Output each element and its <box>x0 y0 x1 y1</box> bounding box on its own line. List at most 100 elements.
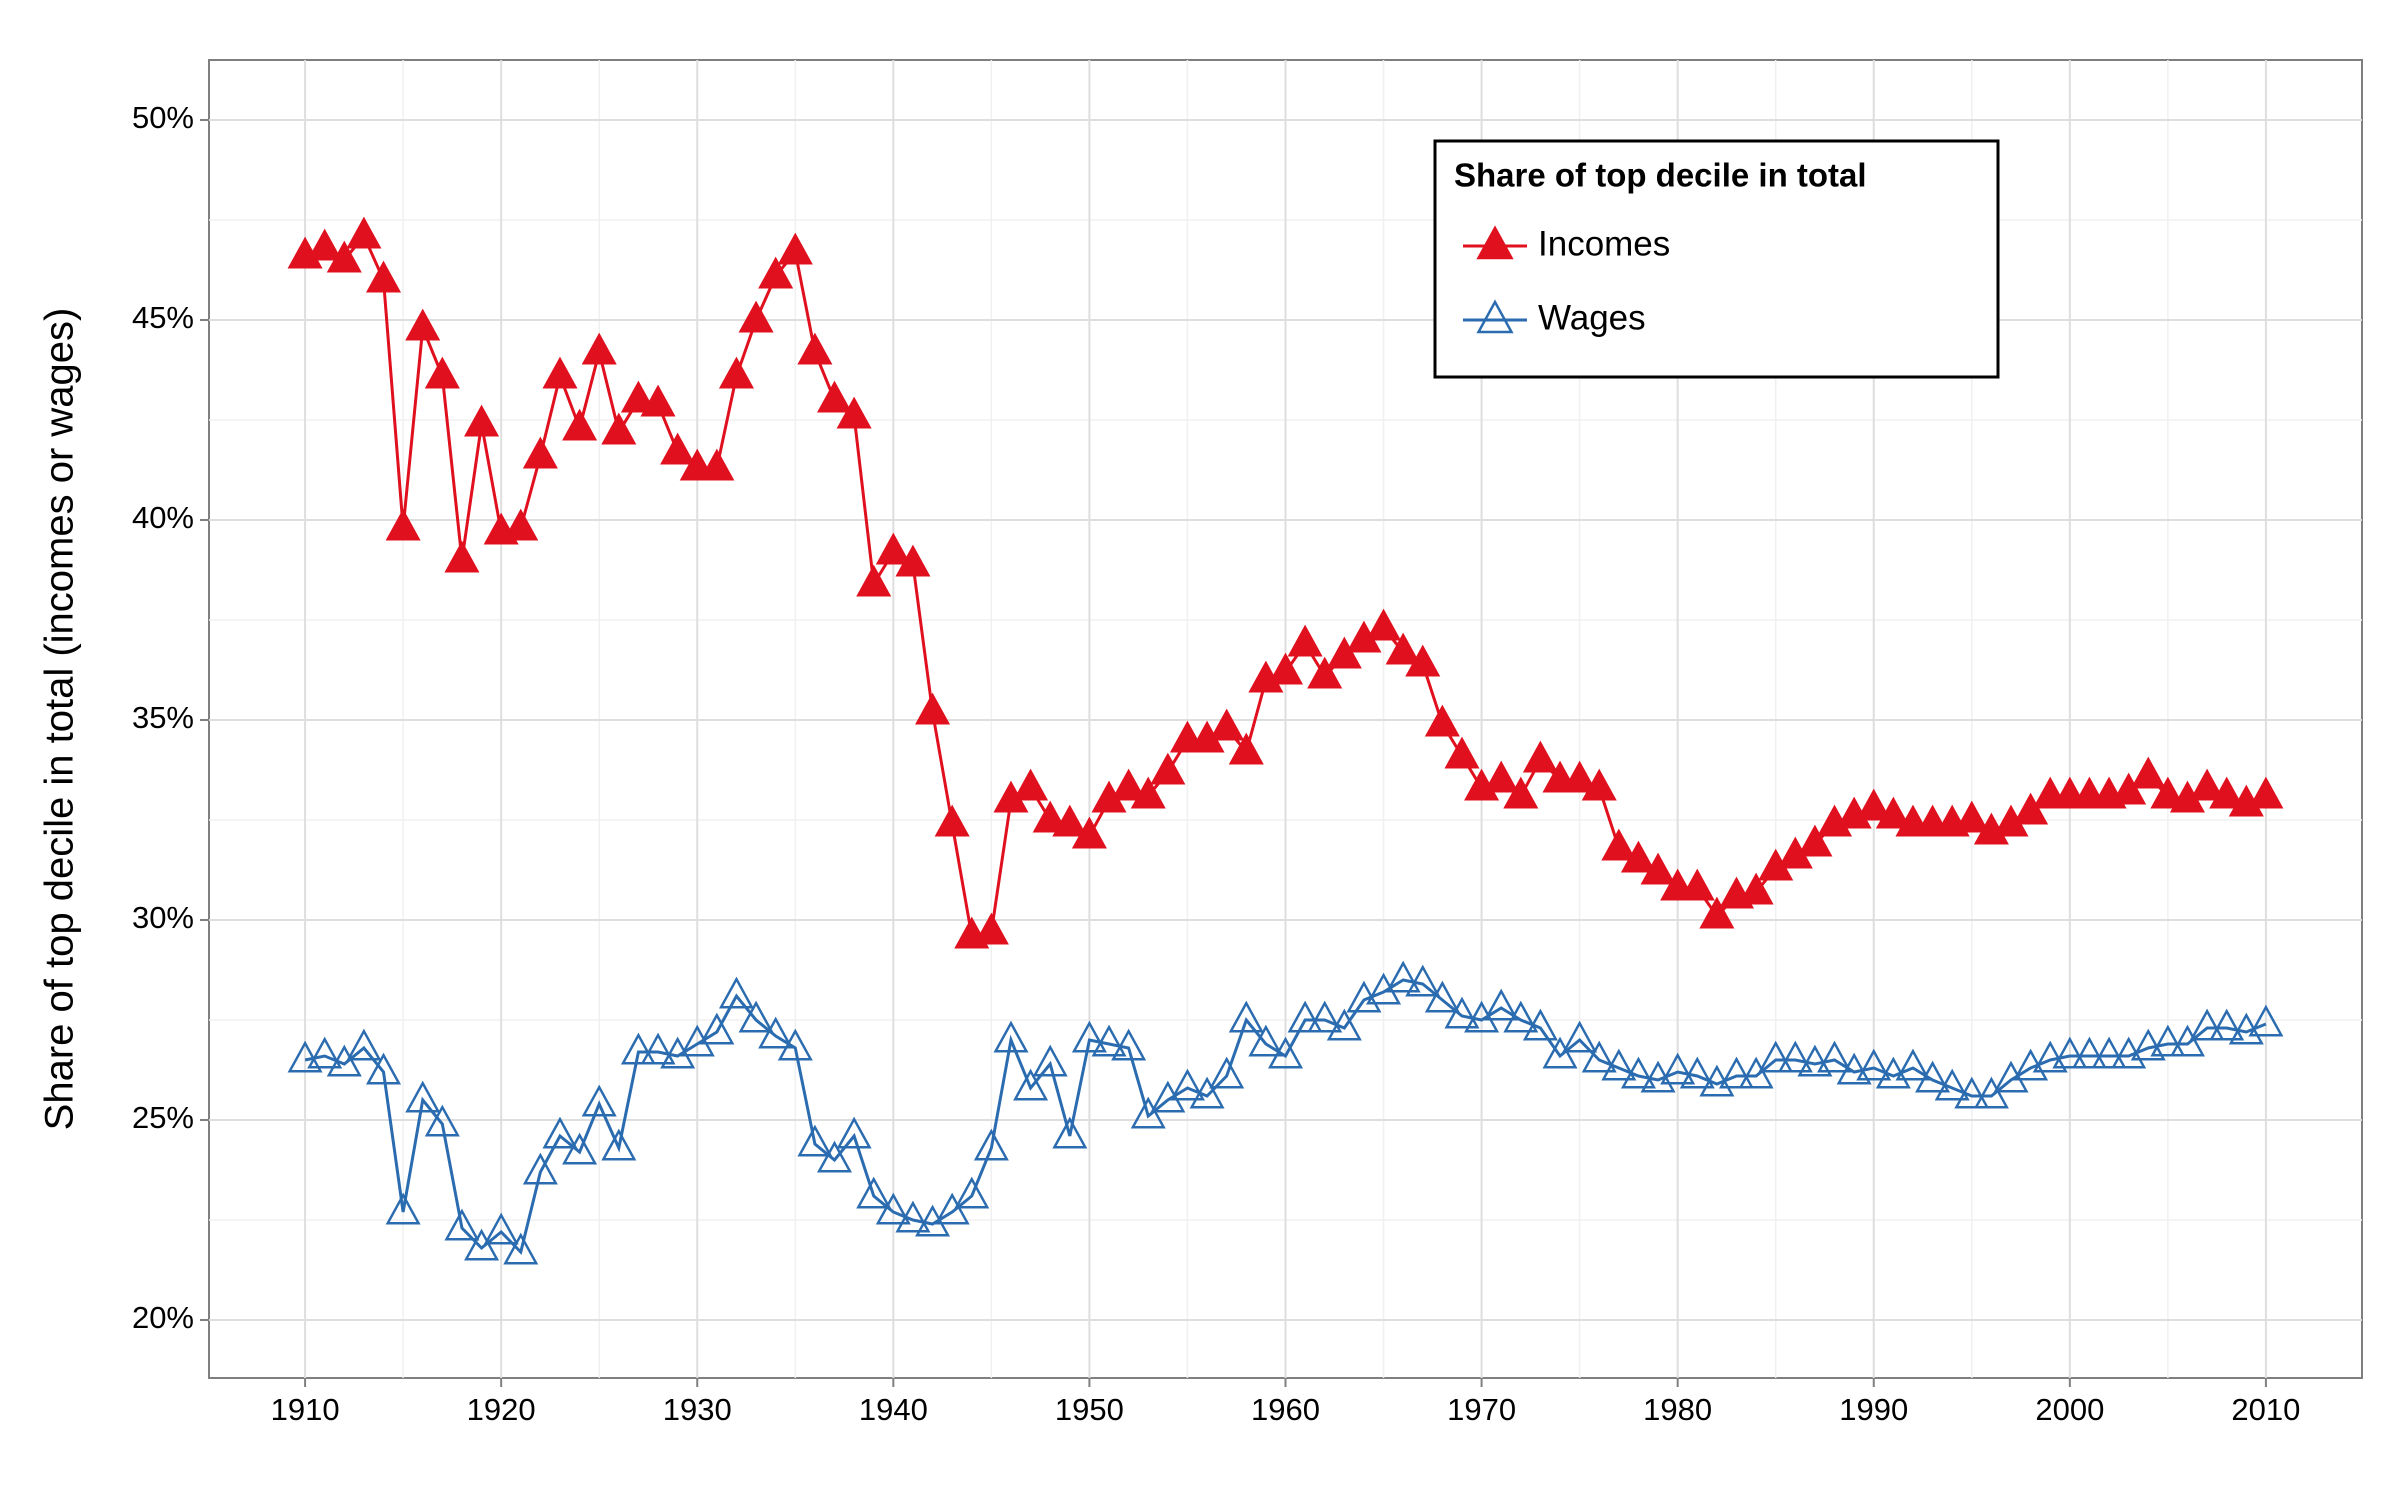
data-point <box>1817 1040 1853 1073</box>
data-point <box>895 544 931 577</box>
y-tick-label: 30% <box>132 900 194 935</box>
grid <box>209 60 2362 1378</box>
x-tick-label: 1980 <box>1643 1392 1712 1427</box>
data-point <box>1326 636 1362 669</box>
data-point <box>1993 1060 2029 1093</box>
y-tick-label: 40% <box>132 500 194 535</box>
data-point <box>366 1052 402 1085</box>
data-point <box>1503 776 1539 809</box>
data-point <box>1973 1076 2009 1109</box>
data-point <box>836 1116 872 1149</box>
series <box>287 216 2284 949</box>
data-point <box>816 380 853 413</box>
data-point <box>1013 1068 1049 1101</box>
data-point <box>1366 608 1402 641</box>
data-point <box>2130 756 2166 789</box>
legend: Share of top decile in total Incomes Wages <box>1433 139 2000 379</box>
data-point <box>1052 1116 1088 1149</box>
data-point <box>1464 1000 1500 1033</box>
data-point <box>1875 796 1911 829</box>
legend-marker <box>1476 299 1514 334</box>
data-point <box>1267 652 1304 685</box>
data-point <box>1640 852 1676 885</box>
data-point <box>895 1200 931 1233</box>
data-point <box>346 216 382 249</box>
series-layer <box>287 216 2284 1265</box>
y-tick-label: 45% <box>132 300 194 335</box>
data-point <box>777 232 813 265</box>
data-point <box>2032 1040 2068 1073</box>
data-point <box>1189 1076 1225 1109</box>
data-point <box>1797 824 1833 857</box>
data-point <box>1307 656 1343 689</box>
data-point <box>562 1132 598 1165</box>
data-point <box>1620 1056 1656 1089</box>
data-point <box>562 408 598 441</box>
data-point <box>2189 768 2225 801</box>
data-point <box>816 1140 853 1173</box>
data-point <box>660 1036 696 1069</box>
y-tick-label: 20% <box>132 1300 194 1335</box>
data-point <box>1130 776 1166 809</box>
data-point <box>464 404 500 437</box>
data-point <box>2189 1008 2225 1041</box>
data-point <box>444 1208 480 1241</box>
data-point <box>581 1084 617 1117</box>
x-tick-label: 2000 <box>2035 1392 2104 1427</box>
data-point <box>424 356 460 389</box>
data-point <box>777 1028 813 1061</box>
data-point <box>640 1032 676 1065</box>
data-point <box>1111 1028 1147 1061</box>
data-point <box>1522 1008 1558 1041</box>
data-point <box>1915 1060 1951 1093</box>
data-point <box>1522 740 1558 773</box>
data-point <box>620 1032 656 1065</box>
data-point <box>326 1044 362 1077</box>
data-point <box>738 300 774 333</box>
data-point <box>542 1116 578 1149</box>
data-point <box>1699 896 1735 929</box>
data-point <box>1718 1056 1755 1089</box>
x-tick-label: 1990 <box>1839 1392 1908 1427</box>
data-point <box>1052 804 1088 837</box>
data-point <box>1209 708 1245 741</box>
data-point <box>385 508 421 541</box>
data-point <box>1287 624 1323 657</box>
y-tick-label: 50% <box>132 100 194 135</box>
data-point <box>1366 972 1402 1005</box>
data-point <box>601 412 637 445</box>
legend-box <box>1433 139 2000 379</box>
data-point <box>1895 1048 1931 1081</box>
data-point <box>1071 816 1107 849</box>
data-point <box>1934 1068 1970 1101</box>
data-point <box>1581 768 1617 801</box>
data-point <box>1405 644 1441 677</box>
data-point <box>1797 1044 1833 1077</box>
data-point <box>2013 792 2049 825</box>
data-point <box>1601 1048 1637 1081</box>
data-point <box>1542 1036 1578 1069</box>
data-point <box>1385 632 1421 665</box>
data-point <box>2091 1036 2127 1069</box>
data-point <box>522 436 558 469</box>
data-point <box>385 1192 421 1225</box>
data-point <box>718 976 754 1009</box>
data-point <box>973 1128 1009 1161</box>
y-axis-label: Share of top decile in total (incomes or… <box>38 308 82 1131</box>
data-point <box>2150 1024 2186 1057</box>
data-point <box>1738 1056 1774 1089</box>
data-point <box>2209 1008 2245 1041</box>
data-point <box>875 532 911 565</box>
data-point <box>679 1024 715 1057</box>
data-point <box>1444 996 1480 1029</box>
data-point <box>1620 840 1656 873</box>
data-point <box>1071 1020 1107 1053</box>
data-point <box>287 1040 323 1073</box>
data-point <box>954 1176 990 1209</box>
data-point <box>1738 872 1774 905</box>
data-point <box>424 1104 460 1137</box>
data-point <box>1150 752 1186 785</box>
data-point <box>2071 1036 2107 1069</box>
x-tick-label: 1940 <box>859 1392 928 1427</box>
